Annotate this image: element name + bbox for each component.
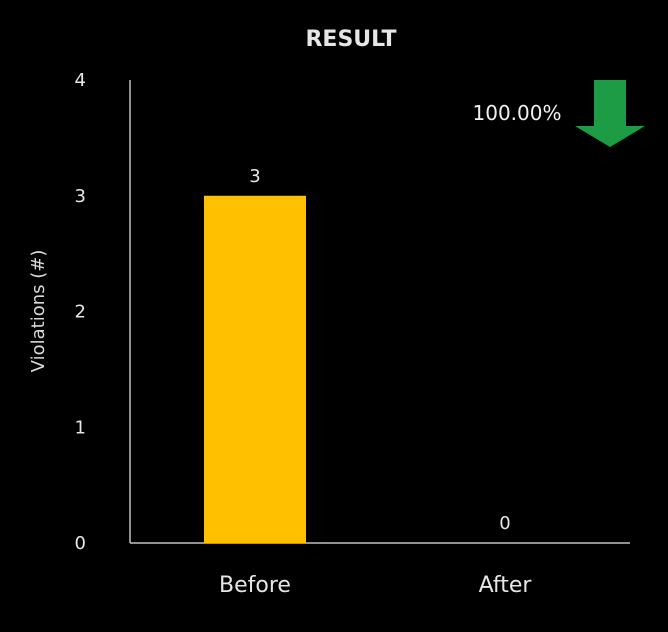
category-label: After [479, 573, 533, 598]
y-tick-label: 4 [75, 70, 86, 91]
y-tick-label: 0 [75, 533, 86, 554]
y-axis-label: Violations (#) [28, 250, 49, 373]
category-label: Before [219, 573, 291, 598]
data-label: 0 [499, 513, 510, 534]
y-tick-label: 2 [75, 302, 86, 323]
y-tick-label: 3 [75, 186, 86, 207]
y-tick-labels: 0 1 2 3 4 [75, 70, 86, 554]
percent-change-label: 100.00% [473, 101, 562, 125]
bars [204, 195, 306, 543]
data-labels: 30 [249, 166, 510, 534]
bar [204, 195, 306, 543]
down-arrow-icon [575, 80, 645, 147]
category-labels: Before After [219, 573, 532, 598]
y-tick-label: 1 [75, 417, 86, 438]
chart-title: RESULT [305, 27, 396, 52]
data-label: 3 [249, 166, 260, 187]
